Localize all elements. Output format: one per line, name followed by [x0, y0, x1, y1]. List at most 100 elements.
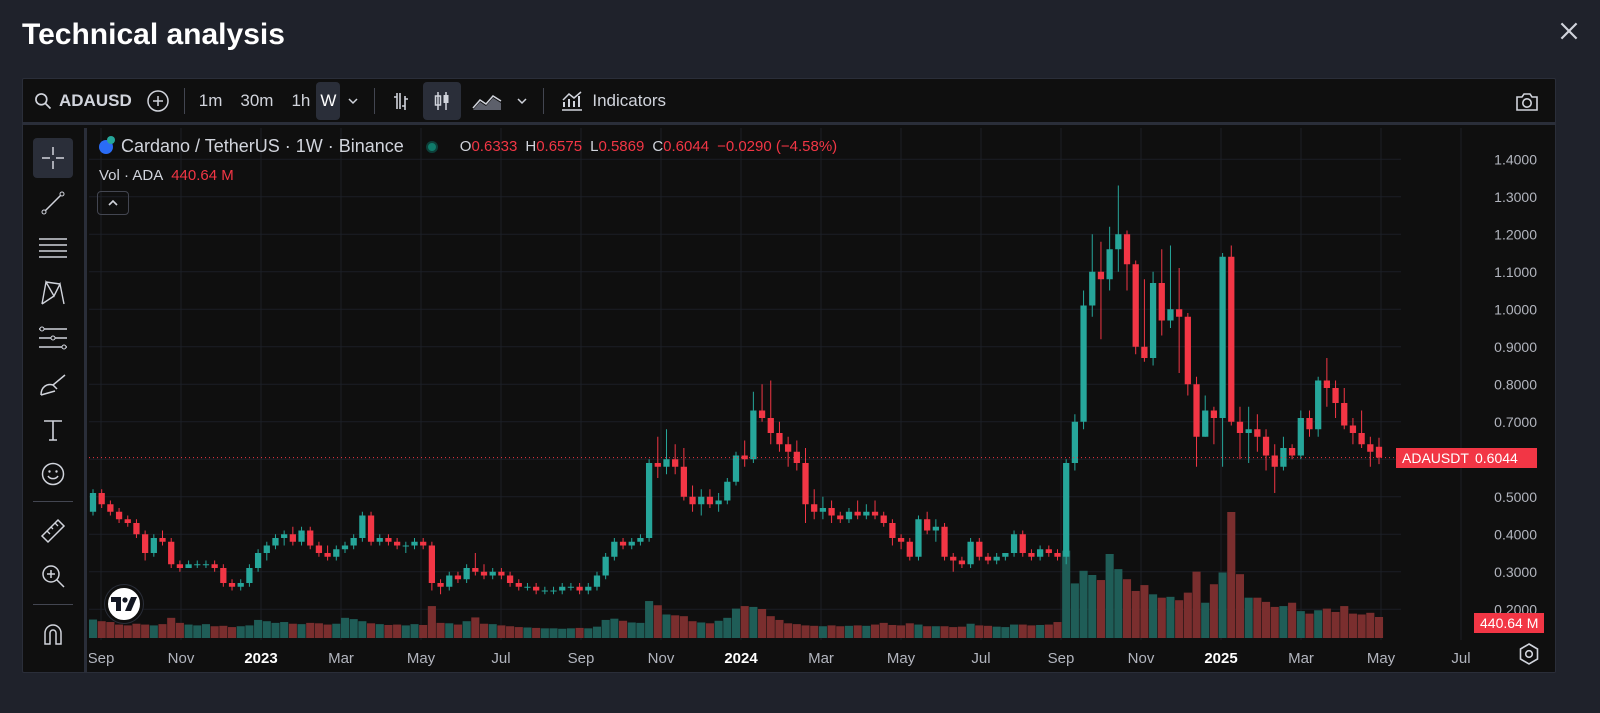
brush-tool[interactable]	[33, 365, 73, 405]
candle-body	[237, 583, 244, 587]
candle-body	[628, 541, 635, 546]
candle-body	[993, 556, 1000, 561]
time-axis-label: Mar	[1288, 650, 1314, 667]
candle-body	[889, 523, 896, 538]
price-axis-label: 0.5000	[1494, 489, 1537, 505]
market-status-icon[interactable]	[425, 140, 438, 153]
volume-bar	[123, 625, 132, 638]
ohlc-values: O0.6333 H0.6575 L0.5869 C0.6044 −0.0290 …	[460, 138, 837, 155]
symbol-search-button[interactable]: ADAUSD	[23, 82, 140, 120]
compare-symbol-button[interactable]	[140, 82, 176, 120]
pattern-tool[interactable]	[33, 273, 73, 313]
candle-body	[1149, 283, 1157, 358]
close-icon[interactable]	[1556, 18, 1582, 44]
measure-tool[interactable]	[33, 511, 73, 551]
candle-body	[680, 466, 687, 497]
candle-body	[550, 590, 557, 592]
candle-body	[1010, 534, 1018, 553]
volume-bar	[618, 620, 628, 638]
tradingview-logo[interactable]	[105, 585, 143, 623]
time-axis-label: May	[407, 650, 436, 667]
price-chart[interactable]: 1.4000 1.3000 1.2000 1.1000 1.0000 0.9000 0.80…	[89, 128, 1556, 673]
collapse-legend-button[interactable]	[97, 191, 129, 215]
text-tool[interactable]	[33, 410, 73, 450]
volume-bar	[792, 624, 801, 638]
volume-bar	[957, 626, 966, 638]
volume-bar	[1175, 600, 1184, 638]
candle-body	[1202, 410, 1209, 437]
interval-1m[interactable]: 1m	[198, 90, 223, 110]
volume-bar	[662, 614, 671, 638]
volume-bar	[1088, 575, 1097, 638]
volume-bar	[132, 623, 141, 638]
bars-style-button[interactable]	[383, 82, 419, 120]
ohlc-close: 0.6044	[663, 138, 710, 155]
interval-1h[interactable]: 1h	[291, 90, 311, 110]
volume-bar	[314, 623, 323, 638]
candle-body	[107, 504, 114, 512]
candle-body	[115, 511, 123, 520]
trend-line-tool[interactable]	[33, 183, 73, 223]
candles-style-button[interactable]	[423, 81, 462, 120]
settings-gear-icon[interactable]	[1517, 642, 1541, 666]
volume-bar	[1201, 602, 1210, 638]
ruler-icon	[40, 518, 66, 544]
crosshair-icon	[42, 147, 64, 169]
candle-body	[150, 538, 157, 553]
chart-toolbar: ADAUSD 1m 30m 1h W Indicators	[23, 79, 1555, 125]
candle-body	[871, 511, 879, 516]
candle-body	[289, 534, 296, 542]
snapshot-button[interactable]	[1509, 83, 1545, 121]
candle-body	[1184, 316, 1191, 385]
candle-body	[567, 586, 575, 588]
emoji-tool[interactable]	[33, 454, 73, 494]
volume-bar	[1357, 614, 1366, 638]
candle-body	[454, 575, 462, 580]
volume-bar	[523, 627, 532, 638]
candle-body	[1167, 309, 1174, 321]
volume-bar	[888, 624, 897, 638]
volume-bar	[479, 623, 489, 638]
magnet-tool[interactable]	[33, 614, 73, 654]
interval-30m[interactable]: 30m	[240, 90, 274, 110]
candle-body	[637, 538, 644, 542]
volume-bar	[1305, 613, 1314, 638]
interval-week[interactable]: W	[316, 81, 341, 120]
volume-bar	[671, 615, 680, 638]
candle-body	[533, 586, 540, 591]
volume-bar	[740, 606, 749, 638]
chart-type-dropdown[interactable]	[509, 82, 535, 120]
volume-bar	[367, 623, 376, 638]
volume-bar	[1183, 592, 1192, 638]
candle-body	[1019, 534, 1026, 553]
crosshair-tool[interactable]	[33, 138, 73, 178]
candle-body	[202, 564, 210, 566]
candle-body	[698, 496, 705, 505]
volume-bar	[141, 624, 150, 638]
chart-pane[interactable]: 1.4000 1.3000 1.2000 1.1000 1.0000 0.9000 0.80…	[89, 128, 1555, 672]
price-axis-label: 1.3000	[1494, 189, 1537, 205]
volume-bar	[749, 606, 758, 638]
volume-bar	[645, 601, 654, 638]
zoom-tool[interactable]	[33, 556, 73, 596]
chart-type-button[interactable]	[465, 82, 509, 120]
magnet-icon	[44, 624, 62, 645]
price-axis-label: 1.2000	[1494, 226, 1537, 242]
time-axis-label: 2024	[724, 650, 758, 667]
indicators-button[interactable]: Indicators	[552, 82, 674, 120]
interval-dropdown[interactable]	[340, 82, 366, 120]
volume-legend: Vol · ADA 440.64 M	[99, 167, 234, 184]
fib-retracement-tool[interactable]	[33, 228, 73, 268]
volume-bar	[897, 625, 906, 638]
drawing-toolbar	[23, 128, 87, 672]
forecast-tool[interactable]	[33, 318, 73, 358]
candle-body	[185, 564, 192, 568]
volume-bar	[1279, 606, 1288, 638]
time-axis-label: 2023	[244, 650, 277, 667]
volume-bar	[1166, 596, 1175, 638]
camera-icon	[1516, 93, 1538, 111]
volume-bar	[1227, 512, 1236, 638]
volume-bar	[488, 624, 497, 638]
candle-body	[420, 541, 427, 546]
toolbar-divider	[374, 87, 376, 114]
